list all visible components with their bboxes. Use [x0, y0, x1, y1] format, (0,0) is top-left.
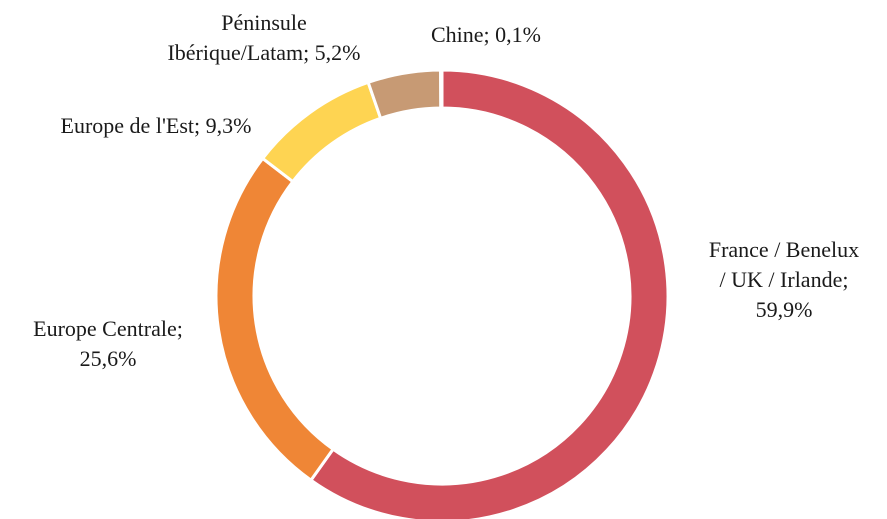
slice-label-line: Chine; 0,1% — [431, 22, 541, 47]
slice-labels: France / Benelux / UK / Irlande; 59,9% Euro… — [33, 10, 859, 371]
slice-label: France / Benelux / UK / Irlande; 59,9% — [709, 237, 859, 322]
slice-label-line: Europe Centrale; — [33, 316, 183, 341]
slice-label: Chine; 0,1% — [431, 22, 541, 47]
slice-label-line: 59,9% — [756, 297, 813, 322]
slice-france-benelux-uk-irlande — [309, 68, 670, 519]
slice-label-line: France / Benelux — [709, 237, 859, 262]
slice-p-ninsule-ib-rique-latam — [366, 68, 443, 120]
donut-slices — [214, 68, 670, 519]
slice-label-line: 25,6% — [80, 346, 137, 371]
slice-label-line: Ibérique/Latam; 5,2% — [167, 40, 360, 65]
slice-label: Europe Centrale; 25,6% — [33, 316, 183, 371]
slice-europe-de-l-est — [261, 80, 383, 184]
slice-label-line: Europe de l'Est; 9,3% — [61, 113, 252, 138]
slice-chine — [439, 68, 444, 110]
slice-label-line: / UK / Irlande; — [720, 267, 849, 292]
slice-europe-centrale — [214, 156, 335, 482]
slice-label-line: Péninsule — [221, 10, 307, 35]
slice-label: Péninsule Ibérique/Latam; 5,2% — [167, 10, 360, 65]
slice-label: Europe de l'Est; 9,3% — [61, 113, 252, 138]
